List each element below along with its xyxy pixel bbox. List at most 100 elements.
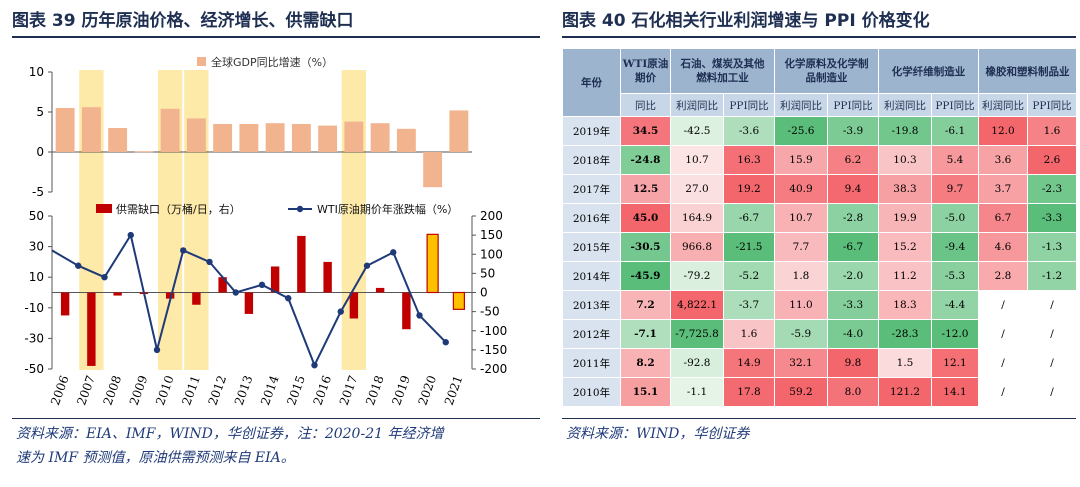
left-source: 资料来源：EIA、IMF，WIND，华创证券，注：2020-21 年经济增 速为… bbox=[16, 422, 540, 470]
gap-bar-2014 bbox=[270, 266, 280, 293]
gap-bar-2019 bbox=[402, 292, 411, 330]
table-cell: 6.7 bbox=[978, 203, 1028, 233]
gdp-bar-2008 bbox=[108, 128, 128, 152]
sub-header-5: 利润同比 bbox=[878, 93, 932, 117]
row-year: 2012年 bbox=[562, 319, 621, 349]
top-ytick-label: -5 bbox=[32, 185, 44, 199]
row-year: 2017年 bbox=[562, 174, 621, 204]
table-cell: -3.7 bbox=[723, 290, 775, 320]
table-cell: 27.0 bbox=[670, 174, 724, 204]
gap-bar-2017 bbox=[349, 292, 359, 319]
gap-bar-2015 bbox=[297, 235, 306, 293]
bottom-left-tick-label: 50 bbox=[29, 209, 44, 223]
wti-legend-label: WTI原油期价年涨跌幅（%） bbox=[317, 202, 458, 216]
table-cell: -5.0 bbox=[931, 203, 979, 233]
gap-bar-2006 bbox=[60, 292, 70, 316]
left-title-rule bbox=[12, 36, 540, 38]
table-cell: / bbox=[978, 319, 1028, 349]
gdp-bar-2018 bbox=[370, 123, 390, 152]
row-year: 2019年 bbox=[562, 116, 621, 146]
table-cell: -79.2 bbox=[670, 261, 724, 291]
wti-point-2020 bbox=[416, 312, 423, 319]
table-cell: -3.6 bbox=[723, 116, 775, 146]
left-chart: -50510全球GDP同比增速（%）-50-30-10103050-200-15… bbox=[24, 55, 507, 407]
x-tick-label-2009: 2009 bbox=[127, 374, 151, 407]
gdp-bar-2016 bbox=[318, 125, 338, 152]
corner-header: 年份 bbox=[562, 48, 621, 117]
x-tick-label-2016: 2016 bbox=[311, 374, 335, 407]
gap-bar-2013 bbox=[244, 292, 254, 314]
row-year: 2013年 bbox=[562, 290, 621, 320]
row-year: 2016年 bbox=[562, 203, 621, 233]
table-cell: 10.7 bbox=[670, 145, 724, 175]
wti-point-2007 bbox=[75, 262, 82, 269]
table-cell: -5.2 bbox=[723, 261, 775, 291]
table-cell: -28.3 bbox=[878, 319, 932, 349]
table-cell: 8.2 bbox=[620, 348, 671, 378]
table-cell: -1.2 bbox=[1027, 261, 1077, 291]
sub-header-2: PPI同比 bbox=[723, 93, 775, 117]
gap-bar-2020 bbox=[426, 233, 439, 294]
table-cell: -7,725.8 bbox=[670, 319, 724, 349]
group-header-wti: WTI原油期价 bbox=[620, 48, 671, 94]
table-cell: 59.2 bbox=[774, 377, 828, 407]
wti-point-2011 bbox=[180, 247, 187, 254]
bottom-right-tick-label: 150 bbox=[480, 228, 503, 242]
x-tick-label-2007: 2007 bbox=[74, 374, 98, 407]
wti-point-2008 bbox=[101, 274, 108, 281]
heatmap-table: 年份 WTI原油期价 石油、煤炭及其他燃料加工业 化学原料及化学制品制造业 化学… bbox=[562, 48, 1077, 407]
table-cell: 3.7 bbox=[978, 174, 1028, 204]
table-cell: -30.5 bbox=[620, 232, 671, 262]
group-header-petroleum: 石油、煤炭及其他燃料加工业 bbox=[670, 48, 775, 94]
x-tick-label-2018: 2018 bbox=[363, 374, 387, 407]
table-cell: / bbox=[978, 348, 1028, 378]
gap-bar-2008 bbox=[113, 292, 122, 296]
table-cell: -21.5 bbox=[723, 232, 775, 262]
gdp-bar-2015 bbox=[291, 124, 311, 152]
bottom-right-tick-label: -150 bbox=[480, 343, 507, 357]
gdp-bar-2011 bbox=[186, 118, 206, 152]
gap-bar-2011 bbox=[192, 292, 201, 305]
table-cell: -1.3 bbox=[1027, 232, 1077, 262]
table-cell: 6.2 bbox=[827, 145, 879, 175]
top-ytick-label: 0 bbox=[36, 145, 44, 159]
table-cell: 15.9 bbox=[774, 145, 828, 175]
bottom-right-tick-label: -100 bbox=[480, 324, 507, 338]
table-cell: 12.5 bbox=[620, 174, 671, 204]
table-row: 2011年 8.2 -92.8 14.9 32.1 9.8 1.5 12.1// bbox=[562, 348, 1077, 378]
table-cell: / bbox=[1027, 377, 1077, 407]
x-tick-label-2010: 2010 bbox=[153, 374, 177, 407]
bottom-left-tick-label: -10 bbox=[24, 301, 44, 315]
sub-header-7: 利润同比 bbox=[978, 93, 1028, 117]
table-cell: 19.2 bbox=[723, 174, 775, 204]
table-cell: 11.0 bbox=[774, 290, 828, 320]
table-cell: 8.0 bbox=[827, 377, 879, 407]
highlight-band-2011 bbox=[184, 70, 209, 370]
gdp-legend-swatch bbox=[197, 57, 206, 66]
table-cell: 966.8 bbox=[670, 232, 724, 262]
sub-header-3: 利润同比 bbox=[774, 93, 828, 117]
table-cell: / bbox=[978, 377, 1028, 407]
table-cell: -24.8 bbox=[620, 145, 671, 175]
wti-point-2016 bbox=[311, 361, 318, 369]
table-cell: -6.1 bbox=[931, 116, 979, 146]
gap-bar-2007 bbox=[87, 292, 96, 366]
table-cell: 1.6 bbox=[723, 319, 775, 349]
table-cell: 15.2 bbox=[878, 232, 932, 262]
table-cell: -3.9 bbox=[827, 116, 879, 146]
table-cell: 1.6 bbox=[1027, 116, 1077, 146]
table-row: 2017年 12.5 27.0 19.2 40.9 9.4 38.3 9.7 3.7 -2.3 bbox=[562, 174, 1077, 204]
group-header-chemical: 化学原料及化学制品制造业 bbox=[774, 48, 879, 94]
table-cell: 38.3 bbox=[878, 174, 932, 204]
x-tick-label-2014: 2014 bbox=[258, 373, 282, 407]
x-tick-label-2021: 2021 bbox=[442, 374, 466, 407]
table-row: 2018年 -24.8 10.7 16.3 15.9 6.2 10.3 5.4 3.6 2.6 bbox=[562, 145, 1077, 175]
table-cell: 9.8 bbox=[827, 348, 879, 378]
table-cell: 1.8 bbox=[774, 261, 828, 291]
table-cell: 40.9 bbox=[774, 174, 828, 204]
x-tick-label-2020: 2020 bbox=[416, 374, 440, 407]
table-cell: 7.2 bbox=[620, 290, 671, 320]
table-row: 2012年 -7.1 -7,725.8 1.6 -5.9 -4.0 -28.3 -12.0// bbox=[562, 319, 1077, 349]
x-tick-label-2019: 2019 bbox=[389, 374, 413, 407]
gap-bar-2016 bbox=[323, 261, 332, 293]
